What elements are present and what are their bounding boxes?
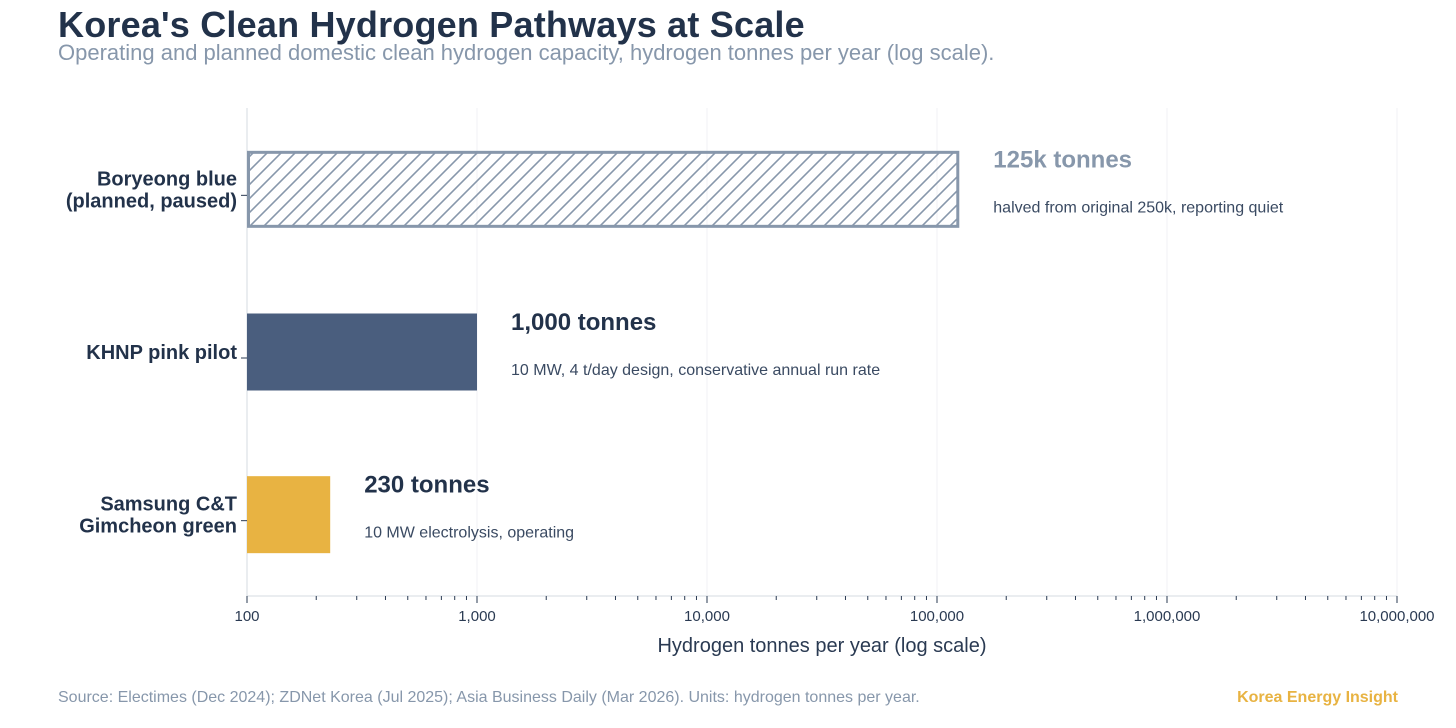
category-label: KHNP pink pilot [86,342,237,364]
x-tick-label: 100,000 [910,608,964,625]
bar-note: 10 MW, 4 t/day design, conservative annu… [511,362,880,379]
bar-2 [247,476,331,554]
value-label: 230 tonnes [364,472,489,499]
bar-note: halved from original 250k, reporting qui… [993,199,1284,216]
category-label: Gimcheon green [79,516,237,538]
bar-1 [247,313,477,391]
x-tick-label: 1,000 [458,608,496,625]
chart-title: Korea's Clean Hydrogen Pathways at Scale [58,4,805,45]
category-label: (planned, paused) [66,190,237,212]
source-note: Source: Electimes (Dec 2024); ZDNet Kore… [58,689,920,706]
bar-0 [247,150,960,228]
category-label: Samsung C&T [100,494,237,516]
value-label: 125k tonnes [993,146,1132,173]
x-tick-label: 10,000,000 [1359,608,1434,625]
x-tick-label: 1,000,000 [1134,608,1201,625]
x-axis-title: Hydrogen tonnes per year (log scale) [657,635,986,657]
category-label: Boryeong blue [97,168,237,190]
brand-label: Korea Energy Insight [1237,689,1398,706]
x-tick-label: 10,000 [684,608,730,625]
value-label: 1,000 tonnes [511,309,656,336]
x-tick-label: 100 [234,608,259,625]
chart-subtitle: Operating and planned domestic clean hyd… [58,40,995,65]
bar-note: 10 MW electrolysis, operating [364,525,574,542]
